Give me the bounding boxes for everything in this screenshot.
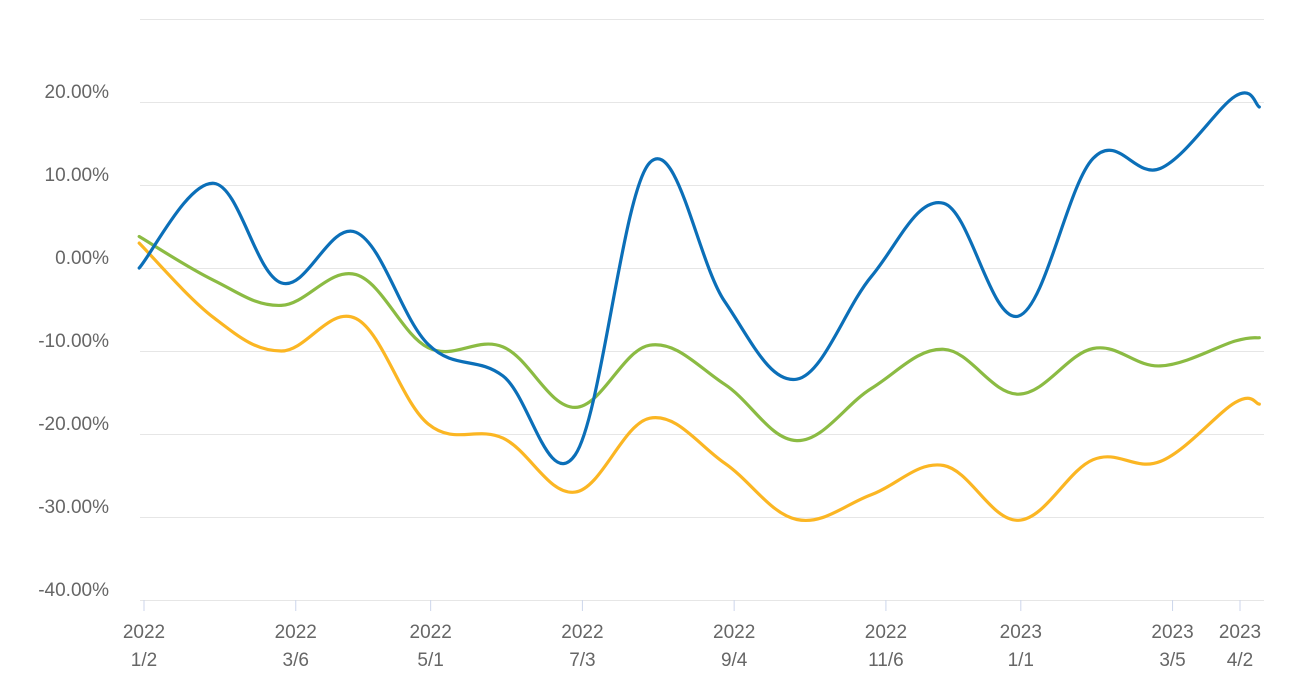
x-tick-label-date: 1/1 <box>1008 650 1034 671</box>
x-tick-label-year: 2023 <box>1219 622 1261 643</box>
series-line-3 <box>137 241 1261 523</box>
x-tick-label-year: 2022 <box>275 622 317 643</box>
x-tick-label-year: 2022 <box>865 622 907 643</box>
y-tick-label: -10.00% <box>38 331 109 352</box>
x-tick-label-year: 2022 <box>713 622 755 643</box>
y-tick-label: 0.00% <box>55 248 109 269</box>
x-tick-label-date: 7/3 <box>569 650 595 671</box>
x-tick-label-year: 2022 <box>410 622 452 643</box>
y-tick-label: 20.00% <box>45 82 110 103</box>
y-tick-label: -30.00% <box>38 497 109 518</box>
series-line-1 <box>137 91 1261 466</box>
x-axis-ticks: 2022 1/2 2022 3/6 2022 5/1 2022 7/3 2022 9/4 2022 1… <box>123 600 1261 671</box>
series-lines <box>137 91 1261 523</box>
x-tick-label-date: 3/6 <box>283 650 309 671</box>
y-tick-label: -40.00% <box>38 580 109 601</box>
x-tick-label-date: 3/5 <box>1159 650 1185 671</box>
gridlines <box>140 19 1264 601</box>
y-tick-label: -20.00% <box>38 414 109 435</box>
x-tick-label-year: 2022 <box>561 622 603 643</box>
series-line-2 <box>137 234 1261 443</box>
x-tick-label-date: 5/1 <box>417 650 443 671</box>
x-tick-label-date: 9/4 <box>721 650 748 671</box>
y-tick-label: 10.00% <box>45 165 110 186</box>
x-tick-label-year: 2022 <box>123 622 165 643</box>
x-tick-label-year: 2023 <box>1000 622 1042 643</box>
y-axis-ticks: 20.00% 10.00% 0.00% -10.00% -20.00% -30.00% -4… <box>38 82 109 601</box>
x-tick-label-date: 1/2 <box>131 650 157 671</box>
x-tick-label-year: 2023 <box>1151 622 1193 643</box>
x-tick-label-date: 11/6 <box>868 650 904 671</box>
x-tick-label-date: 4/2 <box>1227 650 1253 671</box>
